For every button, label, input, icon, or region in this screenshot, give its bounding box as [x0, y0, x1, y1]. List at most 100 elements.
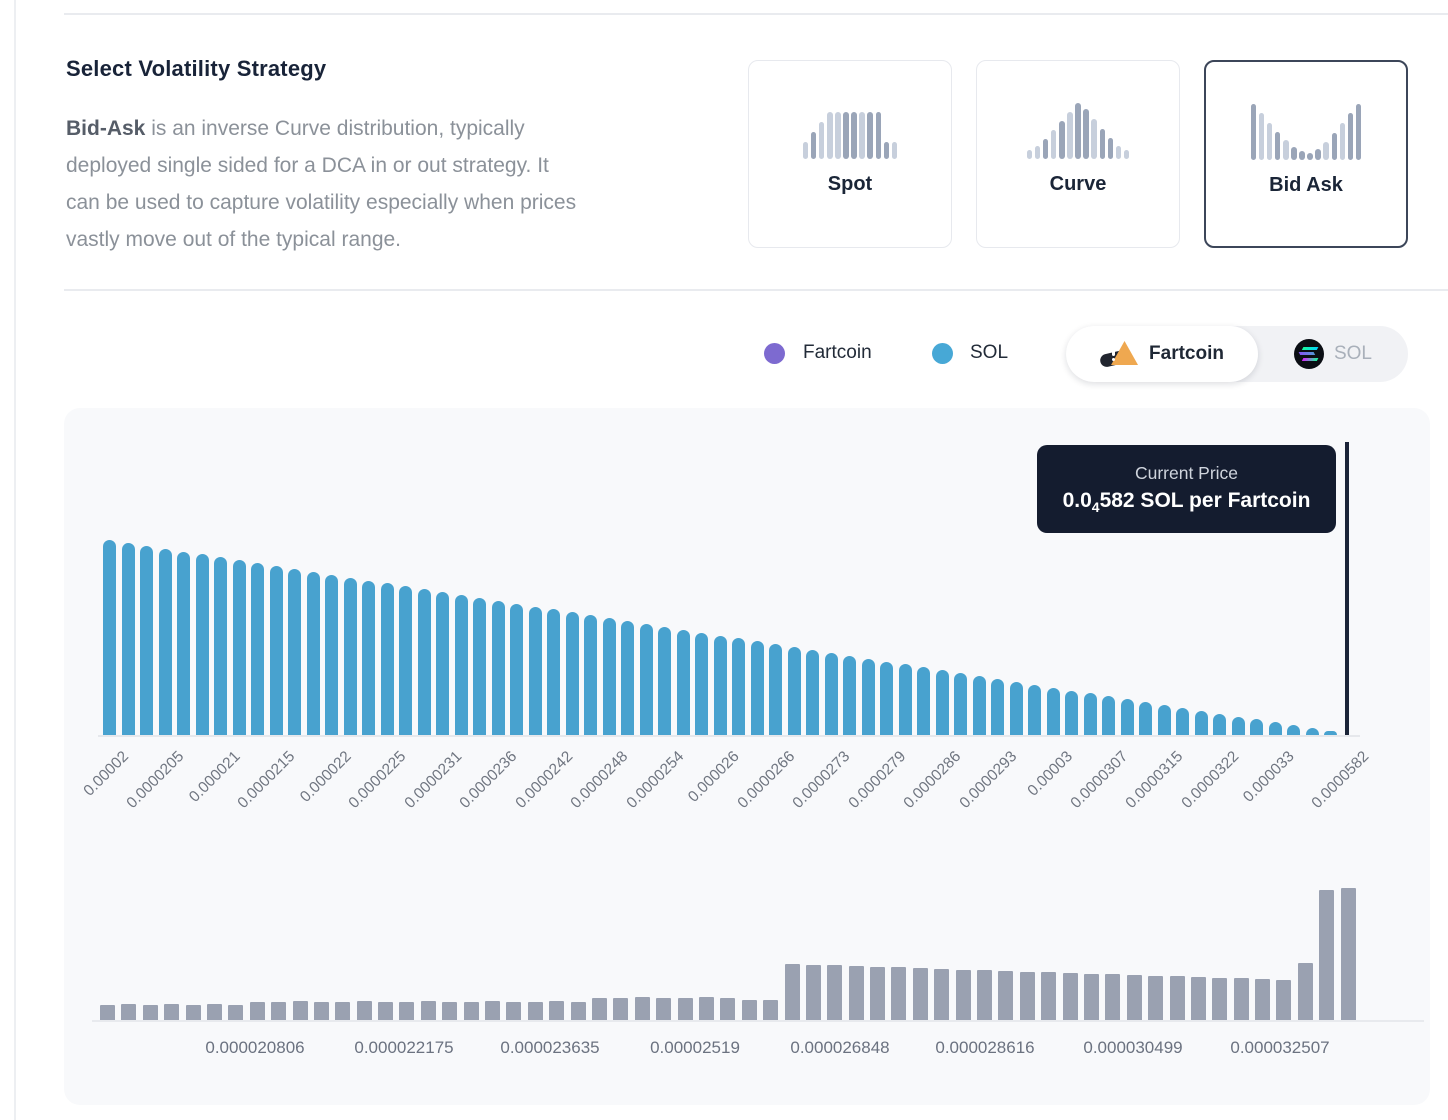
- range-bar: [1340, 888, 1356, 1020]
- range-bar: [1276, 980, 1292, 1020]
- curve-distribution-icon: [1026, 101, 1130, 159]
- icon-bar: [1026, 150, 1033, 159]
- icon-bar: [867, 111, 873, 159]
- range-bar: [378, 1002, 394, 1020]
- x-axis-tick-label: 0.000023635: [500, 1038, 600, 1057]
- strategy-option-bid-ask[interactable]: Bid Ask: [1204, 60, 1408, 248]
- liquidity-bar: [880, 662, 893, 735]
- liquidity-bar: [158, 549, 172, 735]
- range-bar: [848, 966, 864, 1020]
- icon-bar: [891, 142, 898, 159]
- range-bar: [228, 1005, 244, 1020]
- range-bar: [1297, 963, 1313, 1020]
- liquidity-bar: [1157, 705, 1171, 735]
- liquidity-bar: [584, 615, 597, 735]
- icon-bar: [1042, 138, 1049, 159]
- icon-bar: [1250, 104, 1257, 160]
- liquidity-bar: [676, 630, 690, 735]
- range-bar: [1212, 978, 1228, 1020]
- x-axis-tick-label: 0.0000293: [956, 748, 1021, 812]
- range-bar: [1233, 978, 1249, 1020]
- range-bar: [1319, 890, 1335, 1020]
- range-bar: [313, 1002, 329, 1020]
- strategy-option-label: Bid Ask: [1269, 174, 1343, 196]
- sol-legend-dot: [932, 343, 953, 364]
- range-bar: [442, 1002, 458, 1020]
- icon-bar: [1283, 139, 1289, 160]
- range-bar: [1019, 972, 1035, 1020]
- range-bar: [249, 1002, 265, 1020]
- toggle-option-label: Fartcoin: [1149, 343, 1224, 364]
- x-axis-tick-label: 0.00002519: [650, 1038, 740, 1057]
- liquidity-bar: [1065, 691, 1078, 735]
- range-bar: [955, 970, 971, 1020]
- icon-bar: [883, 142, 890, 159]
- range-bar: [527, 1002, 543, 1020]
- liquidity-bar: [898, 664, 912, 735]
- liquidity-bar: [269, 566, 283, 735]
- liquidity-bar: [917, 667, 930, 735]
- toggle-option-sol[interactable]: SOL: [1258, 326, 1408, 382]
- liquidity-bar: [1213, 714, 1226, 735]
- x-axis-tick-label: 0.00002: [80, 748, 133, 800]
- icon-bar: [1091, 118, 1097, 159]
- left-card-border: [14, 0, 16, 1120]
- liquidity-bar: [1083, 693, 1097, 735]
- liquidity-bar: [787, 647, 801, 735]
- x-axis-tick-label: 0.0000286: [900, 748, 965, 812]
- tooltip-title: Current Price: [1134, 462, 1239, 483]
- liquidity-bar: [1176, 708, 1189, 735]
- liquidity-bar: [121, 543, 135, 735]
- x-axis-tick-label: 0.00003: [1024, 748, 1076, 800]
- liquidity-bar: [1194, 711, 1208, 735]
- range-bar: [1041, 972, 1057, 1020]
- range-bar: [677, 998, 693, 1020]
- toggle-option-fartcoin[interactable]: Fartcoin: [1066, 326, 1258, 382]
- liquidity-bar: [103, 540, 116, 735]
- range-bar: [784, 964, 800, 1020]
- x-axis-tick-label: 0.000028616: [935, 1038, 1035, 1057]
- icon-bar: [1067, 111, 1073, 159]
- liquidity-bar: [1139, 702, 1152, 735]
- liquidity-bar: [639, 624, 653, 735]
- strategy-option-curve[interactable]: Curve: [976, 60, 1180, 248]
- exclamation-stem: [1112, 348, 1116, 356]
- liquidity-bar: [806, 650, 819, 735]
- icon-bar: [1083, 108, 1089, 159]
- liquidity-chart-panel: Current Price 0.04582 SOL per Fartcoin 0…: [64, 408, 1430, 1105]
- x-axis-tick-label: 0.0000582: [1308, 748, 1373, 812]
- liquidity-bar: [769, 644, 782, 735]
- range-bar: [891, 967, 907, 1020]
- range-bar: [912, 968, 928, 1020]
- range-bar: [613, 998, 629, 1020]
- liquidity-bar: [824, 653, 838, 735]
- liquidity-bar: [232, 560, 246, 735]
- range-bar: [335, 1002, 351, 1020]
- strategy-option-spot[interactable]: Spot: [748, 60, 952, 248]
- liquidity-bar: [843, 656, 856, 735]
- x-axis-tick-label: 0.0000205: [123, 748, 188, 812]
- description-line: Bid-Ask is an inverse Curve distribution…: [66, 117, 525, 140]
- description-line: vastly move out of the typical range.: [66, 228, 402, 251]
- icon-bar: [1339, 123, 1346, 160]
- icon-bar: [851, 111, 857, 159]
- price-range-brush[interactable]: [100, 888, 1356, 1020]
- liquidity-bar: [140, 546, 153, 735]
- range-bar: [741, 1000, 757, 1020]
- range-bar: [463, 1002, 479, 1020]
- icon-bar: [1299, 151, 1305, 160]
- icon-bar: [1050, 129, 1057, 159]
- icon-bar: [1347, 112, 1354, 160]
- x-axis-tick-label: 0.000032507: [1230, 1038, 1330, 1057]
- range-bar: [206, 1004, 222, 1020]
- liquidity-bar: [935, 670, 949, 735]
- range-bar: [1190, 977, 1206, 1020]
- liquidity-bar: [491, 601, 505, 735]
- range-bar: [570, 1002, 586, 1020]
- x-axis-tick-label: 0.000022175: [354, 1038, 454, 1057]
- range-bar: [591, 998, 607, 1020]
- x-axis-tick-label: 0.0000315: [1122, 748, 1187, 812]
- solana-token-icon: [1293, 339, 1324, 369]
- liquidity-bar: [528, 607, 542, 735]
- liquidity-bar: [362, 581, 375, 735]
